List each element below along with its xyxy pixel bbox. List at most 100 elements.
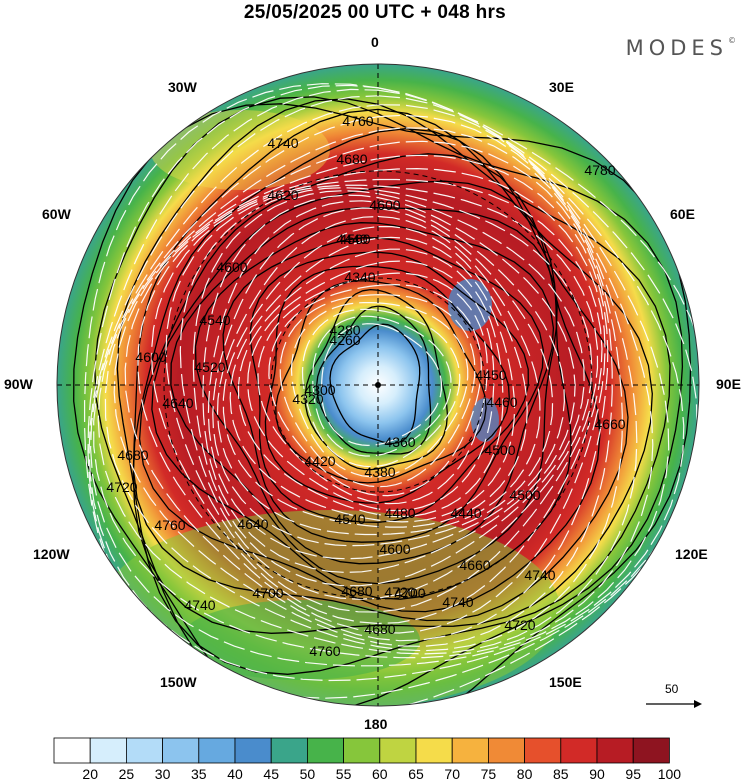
lon-label-90e: 90E bbox=[716, 376, 741, 392]
colorbar-label: 70 bbox=[444, 766, 460, 782]
contour-label: 4300 bbox=[304, 382, 335, 398]
height-contour bbox=[304, 288, 449, 471]
contour-label: 4600 bbox=[135, 349, 166, 365]
streamline bbox=[89, 95, 670, 667]
contour-label: 4600 bbox=[369, 197, 400, 213]
colorbar-swatch bbox=[524, 737, 562, 764]
lon-label-150w: 150W bbox=[160, 674, 197, 690]
contour-label: 4540 bbox=[199, 312, 230, 328]
contour-label: 4440 bbox=[450, 505, 481, 521]
contour-label: 4420 bbox=[304, 453, 335, 469]
contour-label: 4260 bbox=[329, 332, 360, 348]
vector-reference-arrow bbox=[646, 700, 702, 708]
lon-label-60w: 60W bbox=[42, 206, 71, 222]
colorbar-label: 30 bbox=[155, 766, 171, 782]
brand-logo: MODES© bbox=[626, 36, 736, 60]
contour-label: 4760 bbox=[309, 643, 340, 659]
lon-label-180: 180 bbox=[364, 716, 388, 732]
colorbar-swatch bbox=[560, 737, 598, 764]
contour-label: 4740 bbox=[267, 135, 298, 151]
colorbar-swatch bbox=[343, 737, 381, 764]
streamline bbox=[301, 308, 461, 468]
colorbar-label: 25 bbox=[119, 766, 135, 782]
graticule bbox=[57, 64, 699, 706]
colorbar-label: 85 bbox=[553, 766, 569, 782]
brand-mark: © bbox=[728, 36, 736, 45]
contour-label: 4340 bbox=[344, 269, 375, 285]
colorbar-swatch bbox=[632, 737, 670, 764]
map-title: 25/05/2025 00 UTC + 048 hrs bbox=[243, 2, 507, 23]
lon-label-90w: 90W bbox=[4, 376, 33, 392]
lon-label-120w: 120W bbox=[33, 546, 70, 562]
weak-wind-core bbox=[180, 600, 420, 680]
streamline bbox=[290, 302, 469, 478]
colorbar-swatch bbox=[596, 737, 634, 764]
contour-label: 4600 bbox=[216, 259, 247, 275]
contour-label: 4460 bbox=[486, 394, 517, 410]
contour-label: 4540 bbox=[334, 511, 365, 527]
contour-label: 4680 bbox=[364, 621, 395, 637]
streamline bbox=[212, 207, 554, 547]
colorbar-swatch bbox=[126, 737, 164, 764]
streamline bbox=[179, 187, 593, 600]
colorbar-label: 60 bbox=[372, 766, 388, 782]
moderate-wind-region bbox=[150, 110, 330, 190]
pole-marker bbox=[375, 382, 381, 388]
contour-label: 4700 bbox=[394, 585, 425, 601]
lon-label-60e: 60E bbox=[670, 206, 695, 222]
contour-label: 4640 bbox=[162, 395, 193, 411]
streamline bbox=[87, 84, 698, 699]
brand-text: MODES bbox=[625, 36, 728, 60]
lon-label-120e: 120E bbox=[675, 546, 708, 562]
colorbar-label: 75 bbox=[481, 766, 497, 782]
contour-label: 4480 bbox=[384, 505, 415, 521]
contour-label: 4380 bbox=[364, 464, 395, 480]
contour-label: 4720 bbox=[106, 479, 137, 495]
streamline bbox=[279, 294, 476, 488]
polar-map: 4760474046804620460045604440434042804260… bbox=[56, 63, 700, 707]
colorbar-label: 65 bbox=[408, 766, 424, 782]
contour-label: 4720 bbox=[504, 617, 535, 633]
colorbar-swatch bbox=[162, 737, 200, 764]
colorbar-swatch bbox=[487, 737, 525, 764]
contour-label: 4680 bbox=[117, 447, 148, 463]
contour-label: 4660 bbox=[594, 416, 625, 432]
colorbar-label: 20 bbox=[82, 766, 98, 782]
contour-label: 4620 bbox=[267, 187, 298, 203]
streamline bbox=[268, 283, 482, 497]
contour-label: 4280 bbox=[329, 322, 360, 338]
contour-label: 4640 bbox=[237, 516, 268, 532]
contour-label: 4680 bbox=[341, 583, 372, 599]
lon-label-0: 0 bbox=[371, 34, 379, 50]
contour-label: 4740 bbox=[184, 597, 215, 613]
contour-label: 4520 bbox=[194, 359, 225, 375]
contour-label: 4440 bbox=[336, 231, 367, 247]
colorbar-swatch bbox=[415, 737, 453, 764]
contour-label: 4600 bbox=[379, 541, 410, 557]
lon-label-150e: 150E bbox=[549, 674, 582, 690]
streamline bbox=[192, 190, 585, 587]
contour-labels: 4760474046804620460045604440434042804260… bbox=[106, 113, 625, 659]
contour-label: 4680 bbox=[336, 151, 367, 167]
contour-label: 4500 bbox=[484, 442, 515, 458]
lon-label-30e: 30E bbox=[549, 79, 574, 95]
low-speed-pocket bbox=[448, 279, 492, 331]
colorbar-label: 35 bbox=[191, 766, 207, 782]
contour-label: 4320 bbox=[292, 391, 323, 407]
colorbar-swatch bbox=[198, 737, 236, 764]
contour-label: 4450 bbox=[475, 367, 506, 383]
contour-label: 4740 bbox=[442, 594, 473, 610]
contour-label: 4740 bbox=[524, 567, 555, 583]
streamline bbox=[257, 272, 488, 505]
colorbar-swatch bbox=[451, 737, 489, 764]
contour-label: 4360 bbox=[384, 434, 415, 450]
contour-label: 4760 bbox=[154, 517, 185, 533]
colorbar-label: 95 bbox=[625, 766, 641, 782]
colorbar-swatch bbox=[53, 737, 91, 764]
streamline bbox=[84, 83, 699, 706]
colorbar-swatch bbox=[379, 737, 417, 764]
contour-label: 4560 bbox=[339, 231, 370, 247]
colorbar-label: 45 bbox=[263, 766, 279, 782]
colorbar-label: 50 bbox=[300, 766, 316, 782]
colorbar-swatch bbox=[89, 737, 127, 764]
